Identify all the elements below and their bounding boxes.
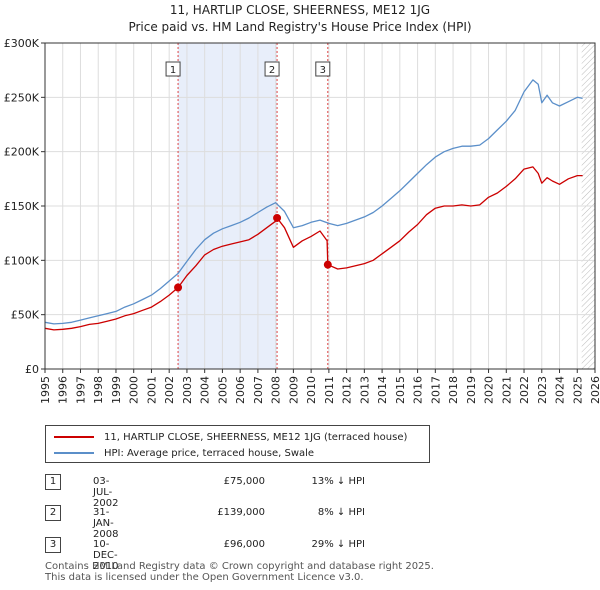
sale-date: 31-JAN-2008 [93, 507, 119, 540]
legend-blue-swatch [54, 452, 94, 454]
sale-marker-label: 3 [320, 65, 326, 76]
y-tick-label: £50K [11, 309, 40, 322]
x-tick-label: 2015 [394, 376, 407, 404]
legend-red-label: 11, HARTLIP CLOSE, SHEERNESS, ME12 1JG (… [104, 431, 408, 443]
x-tick-label: 2021 [500, 376, 513, 404]
footer: Contains HM Land Registry data © Crown c… [45, 561, 434, 583]
plot-frame [44, 42, 596, 370]
sale-price: £96,000 [223, 539, 265, 550]
x-tick-label: 2013 [358, 376, 371, 404]
x-tick-label: 2017 [429, 376, 442, 404]
legend-red-swatch [54, 436, 94, 438]
x-tick-label: 2024 [554, 376, 567, 404]
x-tick-label: 2001 [145, 376, 158, 404]
sale-date: 03-JUL-2002 [93, 476, 119, 509]
chart-title: 11, HARTLIP CLOSE, SHEERNESS, ME12 1JG [169, 3, 431, 17]
y-tick-label: £250K [4, 91, 40, 104]
y-tick-label: £0 [25, 363, 39, 376]
x-tick-label: 2000 [128, 376, 141, 404]
sale-price: £75,000 [223, 476, 265, 487]
x-tick-label: 2016 [412, 376, 425, 404]
sale-point [273, 213, 282, 222]
sale-hpi-diff: 13% ↓ HPI [311, 476, 365, 487]
x-tick-label: 2018 [447, 376, 460, 404]
sale-marker-box [165, 61, 181, 77]
x-tick-label: 1996 [57, 376, 70, 404]
sale-marker-label: 2 [269, 65, 275, 76]
x-tick-label: 2003 [181, 376, 194, 404]
hpi-line [44, 79, 583, 325]
sale-price: £139,000 [217, 507, 265, 518]
x-tick-label: 2025 [571, 376, 584, 404]
legend: 11, HARTLIP CLOSE, SHEERNESS, ME12 1JG (… [45, 425, 430, 463]
sale-marker-label: 1 [170, 65, 176, 76]
x-tick-label: 2010 [305, 376, 318, 404]
sale-number-badge: 3 [45, 537, 61, 553]
x-tick-label: 1999 [110, 376, 123, 404]
x-tick-label: 2026 [589, 376, 600, 404]
x-tick-label: 2007 [252, 376, 265, 404]
sale-number-badge: 2 [45, 505, 61, 521]
x-tick-label: 1998 [92, 376, 105, 404]
sale-hpi-diff: 8% ↓ HPI [317, 507, 365, 518]
legend-blue-label: HPI: Average price, terraced house, Swal… [104, 447, 315, 459]
x-tick-label: 2008 [270, 376, 283, 404]
license-text: This data is licensed under the Open Gov… [45, 572, 364, 583]
sale-marker-box [315, 61, 331, 77]
x-tick-label: 2012 [341, 376, 354, 404]
y-tick-label: £200K [4, 146, 40, 159]
sale-date: 10-DEC-2010 [93, 539, 119, 572]
x-tick-label: 2005 [216, 376, 229, 404]
x-tick-label: 2020 [483, 376, 496, 404]
y-tick-label: £300K [4, 37, 40, 50]
y-tick-label: £150K [4, 200, 40, 213]
x-tick-label: 1995 [39, 376, 52, 404]
price-chart: 1 2 3 1995 1996 1997 1998 1999 2000 2001 2002 2003… [4, 37, 600, 404]
x-tick-label: 1997 [74, 376, 87, 404]
sale-number-badge: 1 [45, 474, 61, 490]
y-tick-label: £100K [4, 254, 40, 267]
chart-subtitle: Price paid vs. HM Land Registry's House … [128, 20, 472, 34]
x-tick-label: 2009 [287, 376, 300, 404]
x-tick-label: 2011 [323, 376, 336, 404]
sale-point [174, 283, 183, 292]
x-tick-label: 2006 [234, 376, 247, 404]
x-tick-label: 2002 [163, 376, 176, 404]
property-price-line [44, 166, 583, 331]
copyright-text: Contains HM Land Registry data © Crown c… [45, 561, 434, 572]
legend-item-property: 11, HARTLIP CLOSE, SHEERNESS, ME12 1JG (… [54, 429, 407, 445]
sale-point [323, 260, 332, 269]
x-tick-label: 2019 [465, 376, 478, 404]
x-tick-label: 2022 [518, 376, 531, 404]
sale-hpi-diff: 29% ↓ HPI [311, 539, 365, 550]
sale-marker-box [264, 61, 280, 77]
x-tick-label: 2014 [376, 376, 389, 404]
legend-item-hpi: HPI: Average price, terraced house, Swal… [54, 445, 314, 461]
x-tick-label: 2023 [536, 376, 549, 404]
x-tick-label: 2004 [199, 376, 212, 404]
